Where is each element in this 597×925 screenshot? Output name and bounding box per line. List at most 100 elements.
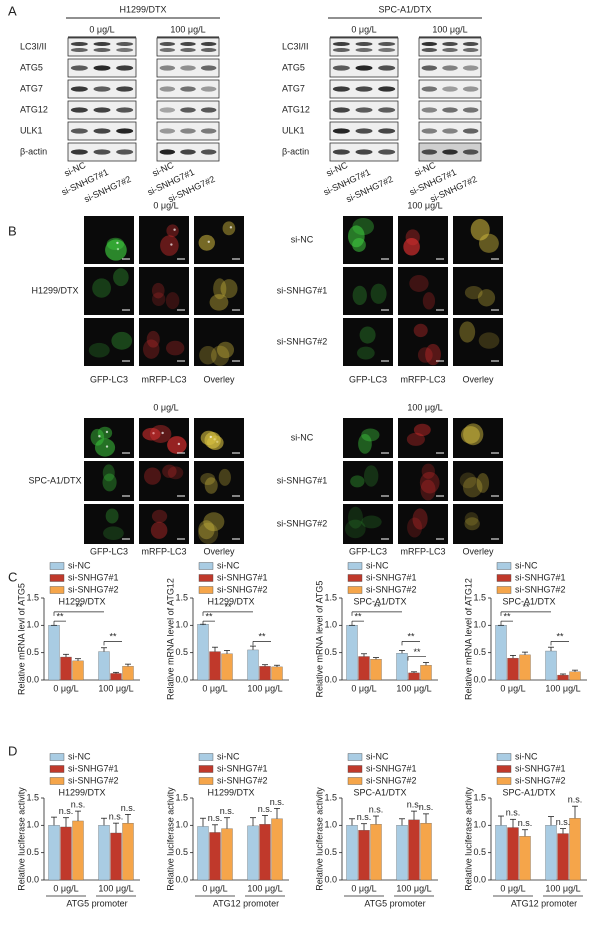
- y-tick-label: 0.0: [324, 874, 337, 884]
- legend-swatch: [49, 765, 65, 773]
- cell: [344, 519, 366, 539]
- legend-swatch: [198, 562, 214, 570]
- blot-band: [159, 48, 176, 52]
- blot-band: [462, 128, 479, 134]
- bar: [346, 625, 358, 681]
- blot-band: [462, 149, 479, 155]
- bar: [197, 826, 209, 881]
- x-tick-label: 0 μg/L: [202, 883, 227, 893]
- blot-band: [462, 86, 479, 92]
- dose-label: 0 μg/L: [89, 24, 114, 34]
- y-tick-label: 0.5: [175, 647, 188, 657]
- blot-band: [93, 65, 111, 71]
- bar: [271, 818, 283, 881]
- cell: [152, 292, 166, 306]
- significance-label: **: [224, 602, 232, 612]
- puncta: [173, 228, 176, 231]
- significance-label: n.s.: [270, 797, 285, 807]
- blot-band: [421, 107, 438, 113]
- x-tick-label: 0 μg/L: [202, 683, 227, 693]
- cell: [476, 472, 490, 493]
- legend-label: si-SNHG7#2: [366, 775, 417, 785]
- significance-label: n.s.: [407, 799, 422, 809]
- bar: [48, 625, 60, 681]
- legend-label: si-SNHG7#2: [217, 775, 268, 785]
- blot-band: [200, 65, 217, 71]
- cell: [403, 237, 420, 256]
- bar: [495, 825, 507, 881]
- micrograph: [343, 267, 393, 315]
- puncta: [207, 240, 210, 244]
- y-tick-label: 0.5: [175, 847, 188, 857]
- y-axis-label: Relative luciferase activity: [16, 787, 26, 891]
- blot-band: [332, 42, 350, 46]
- cell: [413, 323, 428, 338]
- cell: [200, 430, 217, 446]
- cell: [90, 428, 105, 446]
- protein-label: ATG12: [282, 104, 310, 114]
- channel-label: mRFP-LC3: [400, 546, 445, 556]
- cell-line-title: SPC-A1/DTX: [378, 4, 431, 14]
- legend-label: si-NC: [366, 560, 389, 570]
- y-tick-label: 1.0: [175, 820, 188, 830]
- blot-band: [159, 128, 176, 134]
- blot-band: [200, 107, 217, 113]
- y-tick-label: 0.0: [473, 674, 486, 684]
- y-axis-label: Relative luciferase activity: [463, 787, 473, 891]
- puncta: [116, 241, 119, 245]
- channel-label: GFP-LC3: [90, 374, 128, 384]
- y-tick-label: 0.5: [473, 847, 486, 857]
- micrograph: [398, 318, 448, 366]
- puncta: [116, 247, 120, 251]
- blot-band: [116, 107, 134, 113]
- channel-label: mRFP-LC3: [400, 374, 445, 384]
- blot-band: [116, 86, 134, 92]
- micrograph: [398, 267, 448, 315]
- cell: [357, 346, 375, 360]
- y-tick-label: 0.5: [324, 847, 337, 857]
- puncta: [105, 445, 109, 448]
- dose-label: 0 μg/L: [153, 200, 178, 210]
- blot-band: [93, 42, 111, 46]
- protein-label: ATG7: [20, 83, 43, 93]
- protein-label: ULK1: [20, 125, 43, 135]
- blot-band: [93, 48, 111, 52]
- dose-label: 100 μg/L: [407, 200, 442, 210]
- blot-band: [378, 48, 396, 52]
- y-tick-label: 1.5: [26, 592, 39, 602]
- bar: [346, 825, 358, 881]
- legend-swatch: [347, 586, 363, 594]
- cell: [463, 423, 484, 446]
- blot-frame: [418, 37, 482, 57]
- chart-subtitle: SPC-A1/DTX: [502, 596, 555, 606]
- blot-band: [442, 86, 458, 92]
- cell: [350, 475, 365, 488]
- blot-band: [332, 128, 350, 134]
- significance-label: n.s.: [369, 804, 384, 814]
- significance-label: n.s.: [71, 799, 86, 809]
- micrograph: [139, 318, 189, 366]
- cell: [358, 433, 372, 454]
- protein-label: ATG12: [20, 104, 48, 114]
- bar: [247, 649, 259, 681]
- cell: [142, 339, 160, 359]
- cell: [361, 428, 380, 442]
- blot-band: [159, 107, 176, 113]
- y-tick-label: 1.0: [324, 620, 337, 630]
- chart-subtitle: H1299/DTX: [207, 596, 254, 606]
- legend-swatch: [347, 765, 363, 773]
- blot-band: [355, 42, 373, 46]
- legend-swatch: [49, 777, 65, 785]
- cell: [409, 275, 429, 292]
- cell: [420, 479, 436, 501]
- y-tick-label: 0.5: [26, 647, 39, 657]
- cell-line-label: SPC-A1/DTX: [28, 475, 81, 485]
- legend-swatch: [49, 586, 65, 594]
- cell: [165, 292, 180, 310]
- micrograph: [84, 318, 134, 366]
- puncta: [170, 243, 173, 246]
- cell: [464, 285, 483, 300]
- bar: [122, 666, 134, 681]
- significance-label: n.s.: [121, 803, 136, 813]
- cell: [407, 517, 423, 538]
